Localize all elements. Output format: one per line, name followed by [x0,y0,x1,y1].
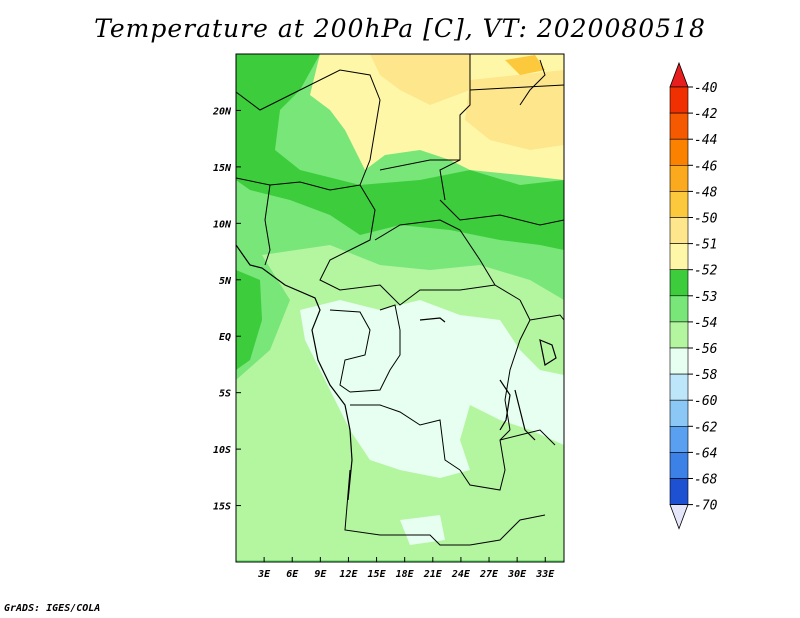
colorbar-level-label: -40 [694,81,718,96]
colorbar-level-label: -48 [694,185,718,200]
colorbar-bottom-arrow [669,504,689,530]
lon-tick-label: 6E [286,569,299,580]
lon-tick-label: 9E [314,569,327,580]
temperature-field [236,54,564,562]
coastlines-lakes [236,244,557,501]
colorbar-band [669,321,689,349]
grads-credit: GrADS: IGES/COLA [4,603,101,614]
colorbar-band [669,269,689,297]
colorbar-level-label: -68 [694,473,718,488]
colorbar-level-label: -52 [694,264,718,279]
colorbar-level-label: -56 [694,342,718,357]
colorbar-band [669,165,689,192]
lon-tick-label: 18E [396,569,415,580]
lon-tick-label: 3E [257,569,271,580]
country-borders [236,54,564,546]
colorbar-band [669,138,689,166]
colorbar-level-label: -44 [694,133,717,148]
field-pale-congo [300,300,564,478]
lat-tick-label: 5S [219,389,231,400]
colorbar-band [669,373,689,401]
colorbar-level-label: -42 [694,107,718,122]
colorbar-level-label: -50 [694,212,718,227]
lat-tick-label: 20N [212,106,232,117]
colorbar-band [669,399,689,427]
colorbar-level-label: -58 [694,368,718,383]
lon-tick-label: 27E [479,569,499,580]
colorbar-band [669,452,689,479]
field-dark-green-west [236,270,262,370]
field-pale-south [400,515,445,545]
chart-title: Temperature at 200hPa [C], VT: 202008051… [94,14,706,43]
lat-tick-label: 5N [219,276,232,287]
colorbar-band [669,295,689,323]
lon-tick-label: 33E [535,569,555,580]
field-dark-green-north [236,54,564,250]
colorbar-level-label: -51 [694,238,717,253]
colorbar-band [669,347,689,375]
colorbar-level-label: -54 [694,316,717,331]
lon-tick-label: 12E [339,569,358,580]
colorbar-top-arrow [669,61,689,88]
lat-tick-label: 15N [213,163,232,174]
colorbar-band [669,425,689,453]
latitude-axis: 20N 15N 10N 5N EQ 5S 10S 15S [212,106,241,513]
map-frame [235,53,565,563]
colorbar-level-label: -60 [694,394,718,409]
lon-tick-label: 21E [423,569,443,580]
colorbar-level-label: -53 [694,290,717,305]
colorbar-band [669,243,689,271]
colorbar-band [669,478,689,505]
colorbar-level-label: -46 [694,159,718,174]
field-orange-north-center [370,54,470,105]
colorbar-level-label: -64 [694,446,717,461]
lat-tick-label: 10N [213,219,232,230]
lat-tick-label: 10S [213,445,231,456]
field-orange-north-east [465,70,564,150]
longitude-axis: 3E 6E 9E 12E 15E 18E 21E 24E 27E 30E 33E [257,557,555,580]
colorbar-band [669,86,689,114]
colorbar: -40 -42 -44 -46 -48 -50 -51 -52 -53 -54 -56 -58 -60 -… [669,61,718,530]
colorbar-level-label: -70 [694,499,718,514]
colorbar-level-label: -62 [694,420,718,435]
field-orange-peak [505,55,545,75]
colorbar-band [669,191,689,218]
lon-tick-label: 24E [451,569,471,580]
colorbar-band [669,217,689,244]
lat-tick-label: EQ [219,332,231,343]
colorbar-band [669,112,689,140]
lon-tick-label: 15E [368,569,387,580]
lon-tick-label: 30E [507,569,527,580]
lat-tick-label: 15S [213,502,231,513]
